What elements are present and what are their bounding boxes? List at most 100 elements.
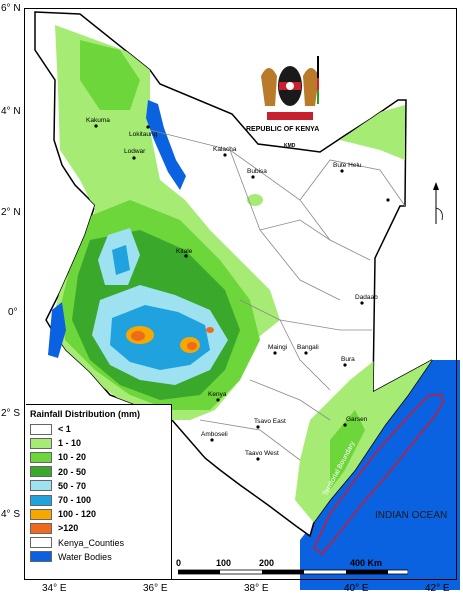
lat-label: 2° N	[1, 207, 21, 218]
town-label: Kenya	[208, 391, 227, 398]
lake-victoria	[48, 302, 66, 358]
lon-label: 40° E	[344, 583, 369, 594]
town-label: Kalacha	[213, 146, 237, 153]
emblem-subtitle: KMD	[284, 143, 296, 149]
legend-item: 1 - 10	[30, 436, 171, 450]
town-dot	[343, 423, 347, 427]
scale-tick-label: 200	[259, 558, 275, 568]
legend-label: 1 - 10	[58, 438, 82, 449]
rain-zone-70-100	[110, 305, 210, 370]
lake-turkana	[146, 100, 186, 190]
legend-item: >120	[30, 521, 171, 535]
legend-swatch	[30, 494, 52, 506]
emblem-title: REPUBLIC OF KENYA	[246, 126, 320, 133]
legend-swatch	[30, 437, 52, 449]
lon-label: 36° E	[143, 583, 168, 594]
territorial-boundary	[313, 393, 444, 555]
town-label: Bangali	[297, 344, 319, 351]
rain-zone-10-20	[330, 410, 365, 490]
legend-label: 100 - 120	[58, 509, 97, 520]
rain-zone-over-120	[131, 331, 145, 341]
legend-item: 50 - 70	[30, 479, 171, 493]
lat-label: 6° N	[1, 3, 21, 14]
rain-zone-1-10	[340, 105, 405, 160]
rain-zone-over-120	[187, 342, 197, 350]
town-dot	[184, 254, 188, 258]
town-dot	[343, 363, 347, 367]
town-label: Bute Helu	[333, 162, 362, 169]
lon-label: 42° E	[425, 583, 450, 594]
town-dot	[360, 301, 364, 305]
town-label: Kakuma	[86, 117, 110, 124]
town-label: Lodwar	[124, 148, 146, 155]
town-dot	[304, 351, 308, 355]
town-label: Bura	[341, 356, 355, 363]
town-markers	[94, 124, 390, 461]
legend-label: 70 - 100	[58, 495, 92, 506]
county-boundaries	[149, 129, 406, 461]
rain-zone-10-20	[80, 40, 140, 110]
legend-item: 100 - 120	[30, 507, 171, 521]
legend-swatch	[30, 466, 52, 478]
lat-label: 0°	[8, 307, 18, 318]
town-dot	[210, 438, 214, 442]
north-arrow-icon	[433, 182, 443, 224]
town-label: Bubisa	[247, 168, 267, 175]
scale-bar: 0 100 200 400 Km	[176, 558, 409, 583]
lat-label: 4° S	[1, 509, 21, 520]
town-dot	[132, 156, 136, 160]
town-label: Kitale	[176, 248, 193, 255]
legend-swatch	[30, 423, 52, 435]
town-label: Dadaab	[355, 294, 378, 301]
legend-swatch	[30, 537, 52, 549]
town-label: Maingi	[268, 344, 288, 351]
town-dot	[223, 153, 227, 157]
town-label: Taavo West	[245, 450, 279, 457]
town-label: Lokitaung	[129, 131, 158, 138]
town-label: Amboseli	[201, 431, 228, 438]
town-dot	[256, 425, 260, 429]
town-label: Tsavo East	[254, 418, 286, 425]
legend-label: Kenya_Counties	[58, 537, 125, 548]
legend-label: 50 - 70	[58, 480, 87, 491]
legend-item: 10 - 20	[30, 450, 171, 464]
kenya-coat-of-arms-icon	[261, 56, 319, 120]
town-dot	[216, 398, 220, 402]
lon-label: 38° E	[244, 583, 269, 594]
rain-zone-1-10	[247, 194, 263, 206]
town-dot	[273, 351, 277, 355]
legend-swatch	[30, 480, 52, 492]
lon-label: 34° E	[42, 583, 67, 594]
town-dot	[386, 198, 390, 202]
town-dot	[251, 175, 255, 179]
scale-tick-label: 0	[176, 558, 182, 568]
legend-label: 10 - 20	[58, 452, 87, 463]
town-dot	[340, 169, 344, 173]
rainfall-layers	[50, 25, 432, 530]
legend-label: Water Bodies	[58, 551, 112, 562]
legend-swatch	[30, 508, 52, 520]
ocean-label: INDIAN OCEAN	[375, 510, 448, 521]
legend-item: Kenya_Counties	[30, 536, 171, 550]
town-label: Garsen	[346, 416, 368, 423]
scale-tick-label: 100	[216, 558, 232, 568]
legend-swatch	[30, 451, 52, 463]
legend-item: 20 - 50	[30, 465, 171, 479]
legend: Rainfall Distribution (mm) < 1 1 - 10 10…	[26, 404, 172, 579]
legend-item: 70 - 100	[30, 493, 171, 507]
legend-title: Rainfall Distribution (mm)	[30, 409, 140, 419]
legend-item: < 1	[30, 422, 171, 436]
legend-label: 20 - 50	[58, 466, 87, 477]
rain-zone-70-100	[112, 245, 130, 275]
lat-label: 2° S	[1, 408, 21, 419]
town-dot	[94, 124, 98, 128]
town-dot	[256, 457, 260, 461]
legend-label: < 1	[58, 424, 71, 435]
town-dot	[146, 125, 150, 129]
lat-label: 4° N	[1, 106, 21, 117]
legend-swatch	[30, 551, 52, 563]
legend-item: Water Bodies	[30, 550, 171, 564]
legend-label: >120	[58, 523, 79, 534]
legend-swatch	[30, 522, 52, 534]
